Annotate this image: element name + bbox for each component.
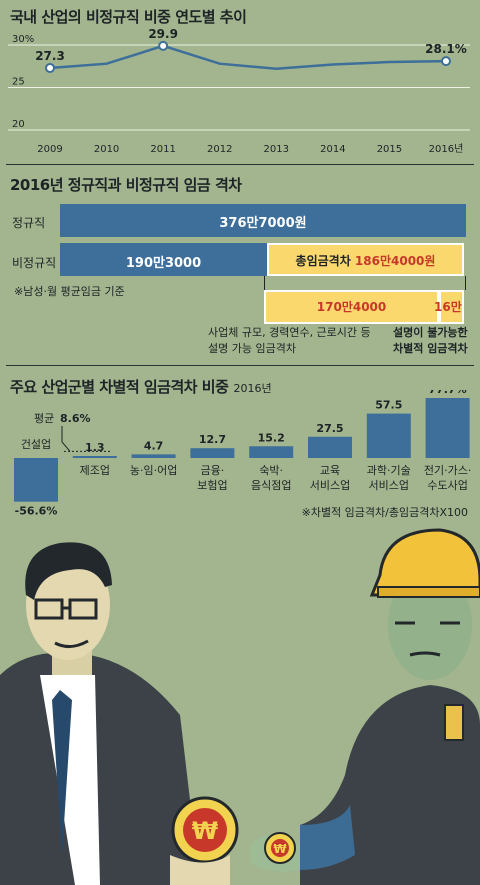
y-tick-label: 25 [12,77,25,88]
industry-chart-heading: 주요 산업군별 차별적 임금격차 비중 2016년 [10,376,272,397]
line-chart-title: 국내 산업의 비정규직 비중 연도별 추이 [10,8,247,26]
x-tick-label: 2010 [94,144,119,155]
regular-label: 정규직 [12,216,46,230]
y-tick-label: 30% [12,34,34,45]
bar-value-label: 57.5 [375,399,402,412]
irregular-bar [60,243,267,276]
bracket-line [264,276,466,290]
series-line [49,44,447,71]
line-chart: 30% 25 20 2009 2010 2011 2012 2013 2014 2015 2016년… [8,28,470,155]
x-tick-label: 2012 [207,144,232,155]
bar-6 [366,413,411,458]
category-label: 교육 [320,464,340,477]
bar-1 [72,456,117,458]
category-label: 전기·가스· [424,464,471,477]
average-leader [61,426,71,452]
bar-0 [14,458,58,502]
discriminatory-gap-bar [439,290,464,324]
x-tick-label: 2014 [320,144,345,155]
total-gap-value: 186만4000원 [354,254,436,268]
x-tick-label: 2016년 [429,143,464,155]
svg-text:₩: ₩ [192,817,219,845]
bar-2 [131,454,176,458]
illustration: ₩ ₩ [0,525,480,885]
svg-text:₩: ₩ [273,842,287,856]
bar-value-label: -56.6% [15,505,58,518]
bar-value-label: 15.2 [258,431,285,444]
data-point [158,40,169,51]
category-label: 건설업 [21,438,51,451]
category-label: 금융· [201,464,225,477]
category-label: 음식점업 [251,479,291,492]
bar-5 [308,436,352,458]
x-tick-label: 2015 [377,144,402,155]
data-label: 27.3 [35,49,65,63]
irregular-value: 190만3000 [125,256,202,271]
explainable-desc-line2: 설명 가능 임금격차 [208,342,296,355]
data-point [45,62,55,73]
discriminatory-desc: 설명이 불가능한 차별적 임금격차 [393,325,468,357]
x-tick-label: 2013 [264,144,289,155]
industry-chart-title: 주요 산업군별 차별적 임금격차 비중 [10,378,229,396]
x-tick-label: 2009 [37,144,62,155]
large-won-coin: ₩ [170,796,239,885]
discriminatory-desc-line2: 차별적 임금격차 [393,342,468,355]
industry-note: ※차별적 임금격차/총임금격차X100 [301,506,468,519]
explainable-gap-bar [264,290,439,324]
explainable-gap-value: 170만4000 [316,300,387,314]
industry-bar-chart: 평균 8.6% -56.6% 건설업 1.3 제조업 4.7 농·임·어업 12.7 금융· 보험업… [14,390,471,518]
category-label: 농·임·어업 [130,464,177,477]
bar-3 [190,448,235,458]
discriminatory-gap-value: 16만 [434,300,462,314]
category-label: 수도사업 [427,479,467,492]
category-label: 서비스업 [369,479,409,492]
category-label: 숙박· [259,464,283,477]
small-won-coin: ₩ [250,832,300,872]
y-tick-label: 20 [12,119,25,130]
bar-value-label: 77.7% [429,390,467,396]
total-gap-bar [267,243,464,276]
category-label: 제조업 [80,464,110,477]
industry-chart-subtitle: 2016년 [233,382,272,395]
category-label: 보험업 [197,479,227,492]
bar-7 [425,398,470,458]
regular-value: 376만7000원 [219,216,307,231]
category-label: 과학·기술 [367,464,411,477]
total-gap-text: 총임금격차 186만4000원 [267,252,464,269]
data-label: 29.9 [148,28,178,41]
average-value: 8.6% [60,412,91,425]
worker-figure [300,528,480,885]
average-label: 평균 [34,412,54,425]
explainable-desc: 사업체 규모, 경력연수, 근로시간 등 설명 가능 임금격차 [208,325,371,357]
x-tick-label: 2011 [150,144,175,155]
irregular-label: 비정규직 [12,256,57,270]
data-point [441,56,451,67]
regular-bar [60,204,466,237]
data-label: 28.1% [425,42,467,56]
bar-4 [249,446,294,458]
businessman-figure [0,542,200,885]
explainable-desc-line1: 사업체 규모, 경력연수, 근로시간 등 [208,326,371,339]
total-gap-label: 총임금격차 [295,254,351,268]
discriminatory-desc-line1: 설명이 불가능한 [393,326,468,339]
wage-gap-title: 2016년 정규직과 비정규직 임금 격차 [10,176,242,194]
wage-note: ※남성·월 평균임금 기준 [14,285,125,298]
bar-value-label: 12.7 [199,433,226,446]
bar-value-label: 4.7 [144,439,164,452]
bar-value-label: 27.5 [316,422,343,435]
bar-value-label: 1.3 [85,441,105,454]
category-label: 서비스업 [310,479,350,492]
